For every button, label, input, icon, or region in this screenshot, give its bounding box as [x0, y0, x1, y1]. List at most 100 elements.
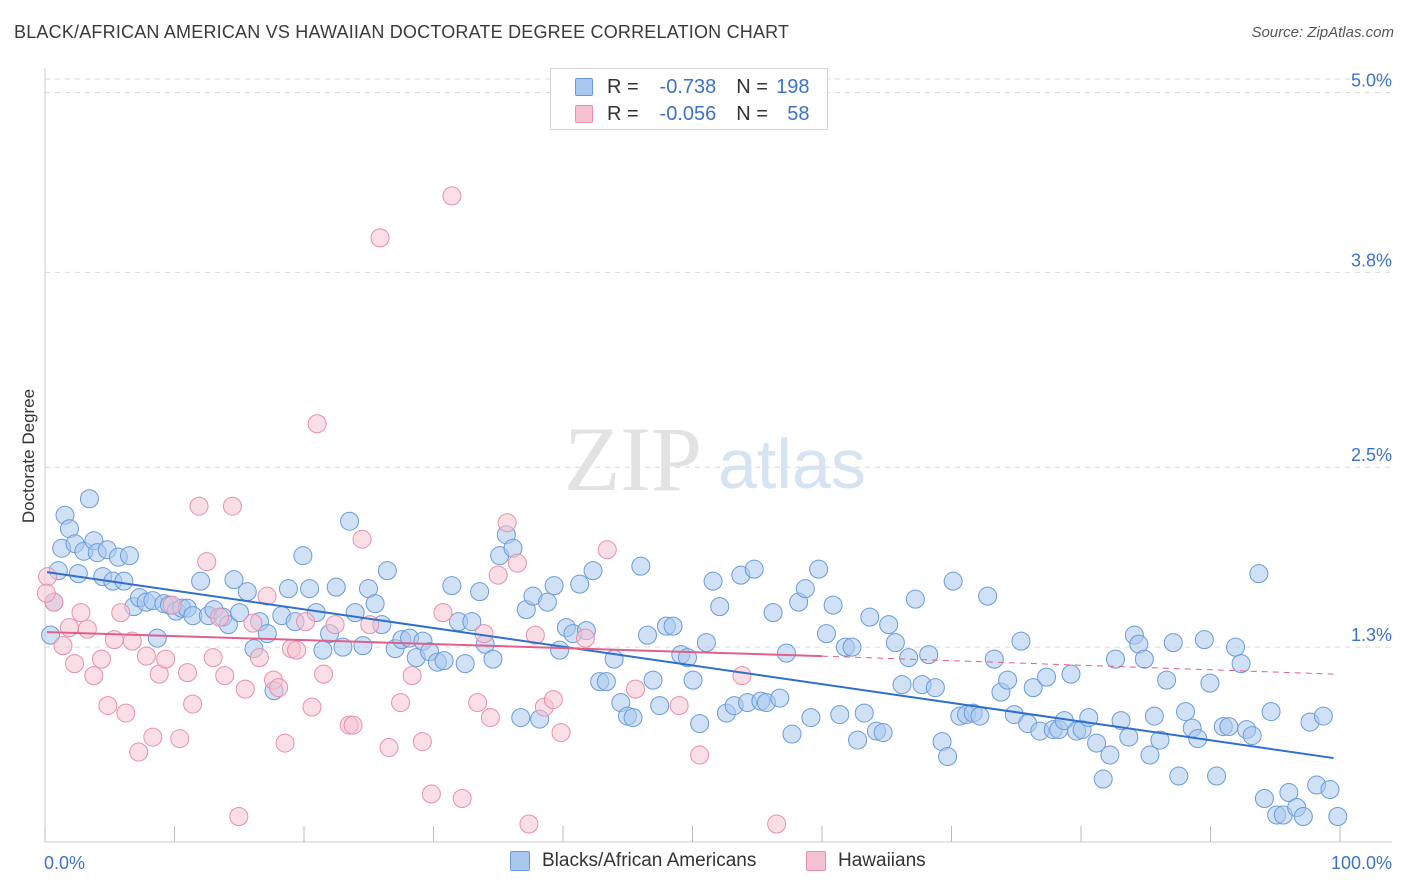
point-blacks [455, 654, 475, 674]
point-hawaiians [38, 567, 58, 587]
point-blacks [114, 571, 134, 591]
point-blacks [978, 586, 998, 606]
bottom-legend-blacks[interactable]: Blacks/African Americans [510, 850, 756, 872]
point-blacks [1105, 649, 1125, 669]
point-blacks [879, 615, 899, 635]
point-blacks [1087, 733, 1107, 753]
point-blacks [365, 594, 385, 614]
point-hawaiians [116, 703, 136, 723]
point-hawaiians [468, 693, 488, 713]
point-hawaiians [412, 732, 432, 752]
point-blacks [873, 723, 893, 743]
legend-row-blacks: R = -0.738 N = 198 [575, 75, 810, 99]
point-blacks [345, 603, 365, 623]
point-blacks [925, 678, 945, 698]
x-tick-label-max: 100.0% [1331, 853, 1392, 873]
point-blacks [1023, 678, 1043, 698]
point-blacks [1200, 673, 1220, 693]
point-blacks [637, 625, 657, 645]
point-blacks [1157, 670, 1177, 690]
point-blacks [770, 688, 790, 708]
point-hawaiians [519, 814, 539, 834]
point-blacks [1219, 717, 1239, 737]
point-blacks [631, 556, 651, 576]
y-axis-title: Doctorate Degree [19, 389, 38, 523]
legend-swatch-blue [575, 78, 593, 96]
point-blacks [763, 603, 783, 623]
point-blacks [776, 643, 796, 663]
point-hawaiians [379, 738, 399, 758]
point-blacks [544, 576, 564, 596]
point-blacks [1163, 633, 1183, 653]
point-blacks [1293, 807, 1313, 827]
point-hawaiians [551, 723, 571, 743]
point-hawaiians [402, 666, 422, 686]
axes [44, 68, 1392, 843]
point-blacks [984, 649, 1004, 669]
point-blacks [1249, 564, 1269, 584]
point-blacks [237, 582, 257, 602]
point-blacks [147, 628, 167, 648]
point-blacks [1226, 637, 1246, 657]
point-blacks [41, 625, 61, 645]
point-blacks [919, 645, 939, 665]
point-hawaiians [210, 607, 230, 627]
point-hawaiians [229, 807, 249, 827]
point-blacks [1194, 630, 1214, 650]
point-hawaiians [53, 636, 73, 656]
point-blacks [643, 670, 663, 690]
point-blacks [816, 624, 836, 644]
point-blacks [1004, 705, 1024, 725]
point-hawaiians [597, 540, 617, 560]
point-hawaiians [215, 666, 235, 686]
point-hawaiians [325, 615, 345, 635]
point-hawaiians [98, 696, 118, 716]
point-hawaiians [625, 679, 645, 699]
point-hawaiians [77, 619, 97, 639]
series-hawaiians-points [36, 186, 787, 834]
point-blacks [1061, 664, 1081, 684]
point-hawaiians [269, 678, 289, 698]
point-hawaiians [84, 666, 104, 686]
point-hawaiians [421, 784, 441, 804]
point-blacks [1231, 654, 1251, 674]
point-blacks [1140, 745, 1160, 765]
point-blacks [596, 672, 616, 692]
point-blacks [1169, 766, 1189, 786]
y-tick-label: 3.8% [1351, 250, 1392, 270]
point-blacks [710, 597, 730, 617]
point-blacks [230, 603, 250, 623]
point-blacks [191, 571, 211, 591]
point-blacks [1037, 667, 1057, 687]
point-blacks [462, 612, 482, 632]
legend-n-label: N = [736, 75, 768, 98]
bottom-legend-swatch-pink [806, 851, 826, 871]
legend-swatch-pink [575, 105, 593, 123]
point-hawaiians [543, 690, 563, 710]
point-hawaiians [507, 553, 527, 573]
point-hawaiians [129, 742, 149, 762]
trend-line-hawaiians-projection [821, 655, 1334, 675]
trend-lines [46, 571, 1334, 760]
tick-labels: 1.3% 2.5% 3.8% 5.0% 0.0% 100.0% [44, 70, 1392, 873]
point-blacks [511, 708, 531, 728]
point-hawaiians [257, 586, 277, 606]
point-blacks [1242, 726, 1262, 746]
watermark-zip: ZIP [564, 408, 702, 510]
point-blacks [892, 675, 912, 695]
point-hawaiians [162, 595, 182, 615]
y-tick-label: 1.3% [1351, 625, 1392, 645]
point-hawaiians [222, 496, 242, 516]
point-hawaiians [690, 745, 710, 765]
point-hawaiians [391, 693, 411, 713]
point-blacks [470, 582, 490, 602]
legend-r-value: -0.738 [659, 75, 717, 98]
point-blacks [690, 714, 710, 734]
point-blacks [483, 649, 503, 669]
bottom-legend-hawaiians[interactable]: Hawaiians [806, 850, 926, 872]
series-blacks-points [41, 489, 1348, 827]
point-blacks [570, 574, 590, 594]
point-hawaiians [143, 727, 163, 747]
point-blacks [434, 651, 454, 671]
point-blacks [696, 633, 716, 653]
